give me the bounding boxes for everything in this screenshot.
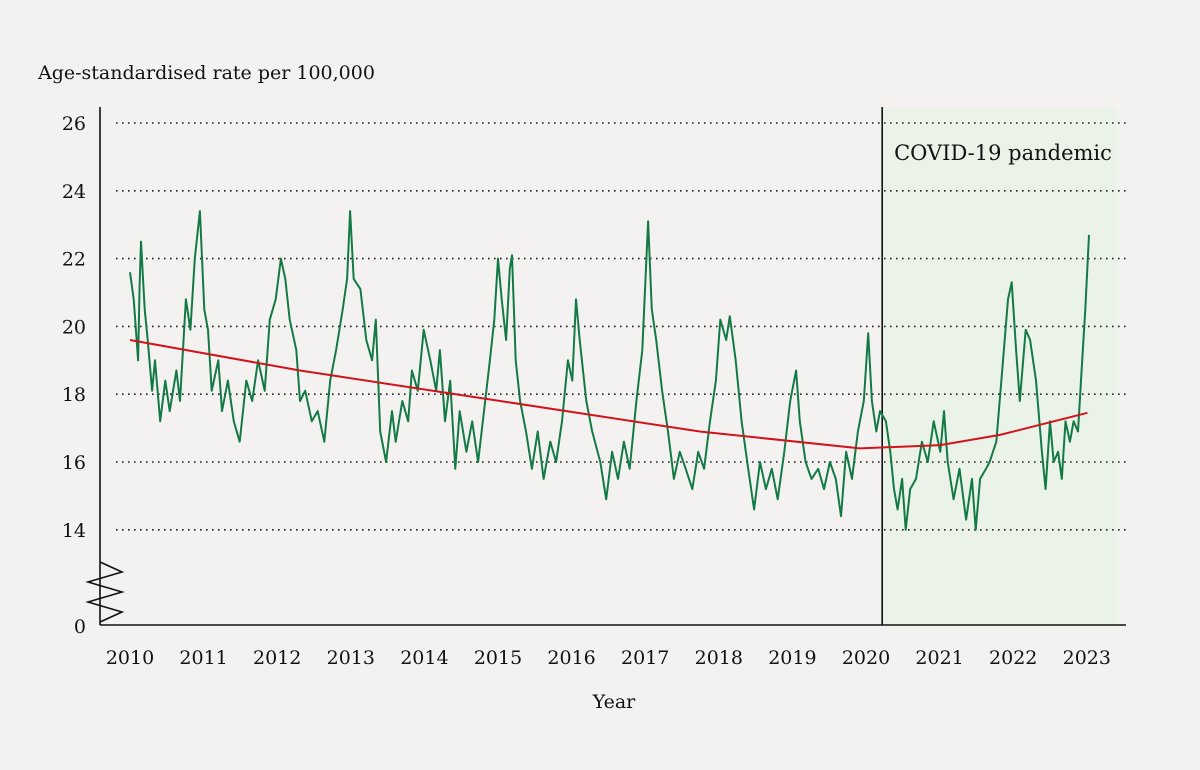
x-tick-label: 2019 bbox=[768, 647, 816, 669]
x-tick-label: 2011 bbox=[179, 647, 227, 669]
x-tick-label: 2016 bbox=[547, 647, 595, 669]
y-tick-label: 16 bbox=[62, 452, 86, 474]
y-tick-labels: 26 24 22 20 18 16 14 bbox=[62, 113, 86, 542]
covid-shaded-region bbox=[882, 107, 1117, 625]
x-tick-label: 2021 bbox=[915, 647, 963, 669]
y-tick-label: 22 bbox=[62, 249, 86, 271]
y-tick-label: 18 bbox=[62, 384, 86, 406]
x-tick-label: 2015 bbox=[474, 647, 522, 669]
y-tick-label: 24 bbox=[62, 181, 86, 203]
x-tick-labels: 2010 2011 2012 2013 2014 2015 2016 2017 2018 2019… bbox=[106, 647, 1111, 669]
y-axis-break-icon bbox=[85, 561, 125, 623]
trend-line bbox=[129, 339, 1088, 450]
x-tick-label: 2013 bbox=[327, 647, 375, 669]
x-tick-label: 2012 bbox=[253, 647, 301, 669]
y-tick-label-zero: 0 bbox=[74, 616, 86, 638]
x-tick-label: 2023 bbox=[1063, 647, 1111, 669]
x-tick-label: 2017 bbox=[621, 647, 669, 669]
x-tick-label: 2010 bbox=[106, 647, 154, 669]
x-tick-label: 2022 bbox=[989, 647, 1037, 669]
y-tick-label: 26 bbox=[62, 113, 86, 135]
gridlines bbox=[116, 122, 1126, 531]
y-tick-label: 14 bbox=[62, 520, 86, 542]
y-axis-label: Age-standardised rate per 100,000 bbox=[37, 62, 375, 84]
weekly-rate-series-line bbox=[129, 210, 1090, 531]
x-axis-label: Year bbox=[592, 691, 636, 713]
x-tick-label: 2014 bbox=[400, 647, 448, 669]
covid-annotation: COVID-19 pandemic bbox=[894, 141, 1112, 165]
x-tick-label: 2020 bbox=[842, 647, 890, 669]
x-tick-label: 2018 bbox=[695, 647, 743, 669]
y-tick-label: 20 bbox=[62, 316, 86, 338]
